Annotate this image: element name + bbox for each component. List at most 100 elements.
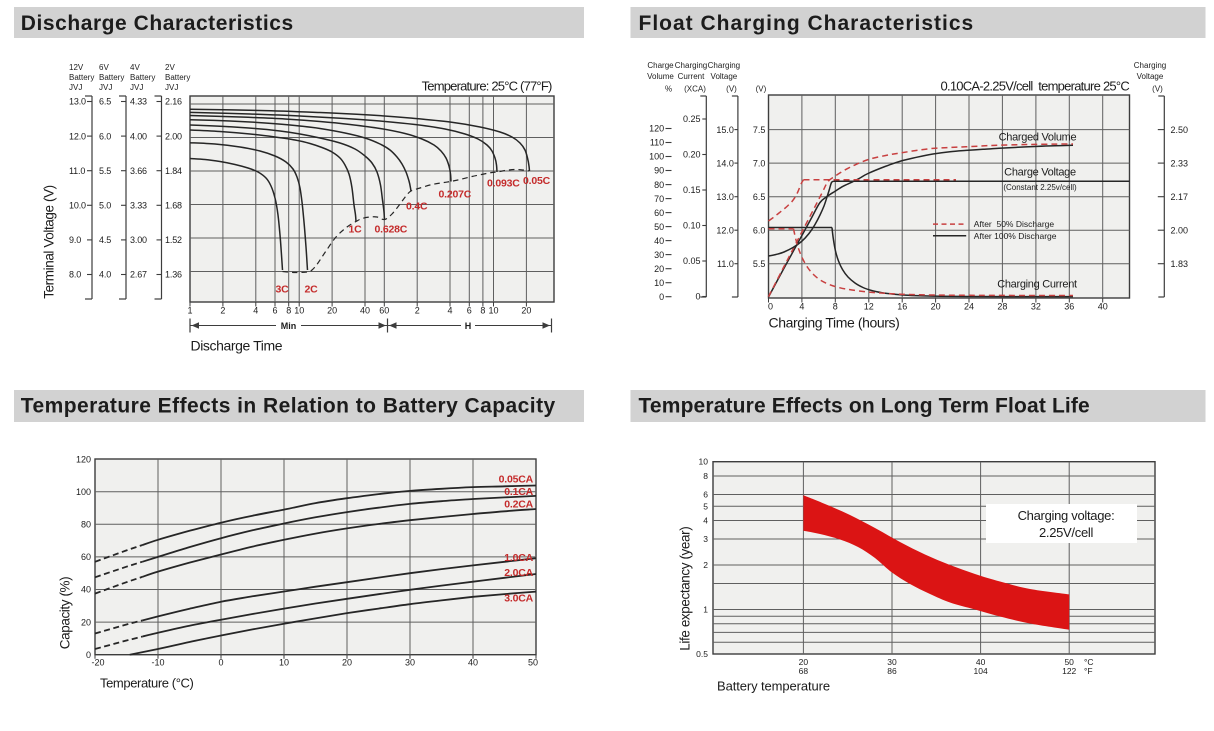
svg-text:6.0: 6.0 bbox=[753, 225, 766, 235]
svg-text:0: 0 bbox=[659, 292, 664, 302]
svg-text:1.68: 1.68 bbox=[165, 201, 182, 211]
svg-text:0: 0 bbox=[86, 650, 91, 660]
svg-text:2.33: 2.33 bbox=[1171, 158, 1189, 168]
svg-text:60: 60 bbox=[654, 208, 664, 218]
svg-text:0.4C: 0.4C bbox=[406, 201, 428, 213]
svg-text:60: 60 bbox=[379, 306, 389, 316]
svg-text:5.5: 5.5 bbox=[753, 259, 766, 269]
svg-text:1.0CA: 1.0CA bbox=[504, 552, 533, 564]
svg-text:Battery: Battery bbox=[130, 73, 155, 82]
svg-text:100: 100 bbox=[649, 152, 664, 162]
svg-text:Charging: Charging bbox=[1134, 61, 1166, 70]
svg-text:15.0: 15.0 bbox=[716, 125, 734, 135]
svg-text:8: 8 bbox=[480, 306, 485, 316]
svg-text:4: 4 bbox=[253, 306, 258, 316]
svg-text:After 100% Discharge: After 100% Discharge bbox=[974, 231, 1057, 241]
svg-text:3.0CA: 3.0CA bbox=[504, 592, 533, 604]
svg-text:2C: 2C bbox=[305, 284, 319, 296]
svg-text:0.25: 0.25 bbox=[683, 114, 701, 124]
svg-text:9.0: 9.0 bbox=[69, 235, 81, 245]
svg-text:40: 40 bbox=[976, 657, 986, 667]
svg-text:30: 30 bbox=[887, 657, 897, 667]
svg-text:8: 8 bbox=[833, 302, 838, 312]
svg-text:6.5: 6.5 bbox=[99, 97, 111, 107]
svg-text:0.20: 0.20 bbox=[683, 150, 701, 160]
svg-text:Charging Time (hours): Charging Time (hours) bbox=[769, 315, 900, 331]
svg-text:60: 60 bbox=[81, 552, 91, 562]
svg-text:24: 24 bbox=[964, 302, 974, 312]
svg-text:0.1CA: 0.1CA bbox=[504, 486, 533, 498]
svg-text:Voltage: Voltage bbox=[711, 72, 738, 81]
svg-text:40: 40 bbox=[81, 585, 91, 595]
svg-text:4.00: 4.00 bbox=[130, 131, 147, 141]
svg-text:10: 10 bbox=[294, 306, 304, 316]
svg-text:-20: -20 bbox=[91, 658, 104, 668]
svg-text:8.0: 8.0 bbox=[69, 270, 81, 280]
svg-text:Capacity (%): Capacity (%) bbox=[58, 577, 73, 649]
svg-text:80: 80 bbox=[654, 180, 664, 190]
svg-text:0.2CA: 0.2CA bbox=[504, 499, 533, 511]
svg-text:12V: 12V bbox=[69, 63, 84, 72]
svg-text:2.50: 2.50 bbox=[1171, 125, 1189, 135]
svg-text:10: 10 bbox=[279, 658, 289, 668]
svg-text:JVJ: JVJ bbox=[165, 83, 178, 92]
svg-text:4: 4 bbox=[703, 516, 708, 526]
svg-text:10: 10 bbox=[654, 278, 664, 288]
svg-text:Min: Min bbox=[281, 321, 297, 331]
svg-text:Voltage: Voltage bbox=[1137, 72, 1164, 81]
svg-text:32: 32 bbox=[1031, 302, 1041, 312]
svg-text:Charge Voltage: Charge Voltage bbox=[1004, 167, 1076, 179]
svg-text:0.5: 0.5 bbox=[696, 649, 708, 659]
svg-text:5.5: 5.5 bbox=[99, 166, 111, 176]
svg-text:Temperature Effects in Relatio: Temperature Effects in Relation to Batte… bbox=[21, 395, 556, 418]
svg-text:70: 70 bbox=[654, 194, 664, 204]
svg-text:Temperature (°C): Temperature (°C) bbox=[100, 676, 194, 691]
svg-text:50: 50 bbox=[1064, 657, 1074, 667]
svg-text:JVJ: JVJ bbox=[69, 83, 82, 92]
svg-text:2.0CA: 2.0CA bbox=[504, 567, 533, 579]
svg-text:Temperature Effects on Long Te: Temperature Effects on Long Term Float L… bbox=[639, 395, 1090, 418]
svg-text:0.05C: 0.05C bbox=[523, 175, 551, 187]
svg-text:-10: -10 bbox=[151, 658, 164, 668]
svg-text:2V: 2V bbox=[165, 63, 175, 72]
svg-text:13.0: 13.0 bbox=[69, 97, 86, 107]
svg-text:Charge: Charge bbox=[647, 61, 674, 70]
svg-text:3.66: 3.66 bbox=[130, 166, 147, 176]
svg-text:1.52: 1.52 bbox=[165, 235, 182, 245]
svg-text:122: 122 bbox=[1062, 666, 1076, 676]
svg-text:0.093C: 0.093C bbox=[487, 178, 520, 190]
svg-text:0.10CA-2.25V/cell temperature: 0.10CA-2.25V/cell temperature 25°C bbox=[940, 79, 1129, 94]
svg-text:4: 4 bbox=[447, 306, 452, 316]
svg-text:2.00: 2.00 bbox=[1171, 225, 1189, 235]
svg-text:Discharge Characteristics: Discharge Characteristics bbox=[21, 12, 294, 35]
svg-text:20: 20 bbox=[521, 306, 531, 316]
svg-text:20: 20 bbox=[931, 302, 941, 312]
svg-text:0: 0 bbox=[695, 292, 700, 302]
svg-text:2.17: 2.17 bbox=[1171, 192, 1189, 202]
svg-text:11.0: 11.0 bbox=[69, 166, 85, 176]
svg-text:Charging: Charging bbox=[675, 61, 707, 70]
svg-text:3: 3 bbox=[703, 534, 708, 544]
svg-text:2.67: 2.67 bbox=[130, 270, 147, 280]
svg-text:0.207C: 0.207C bbox=[439, 189, 472, 201]
svg-text:After 50% Discharge: After 50% Discharge bbox=[974, 219, 1055, 229]
svg-text:10.0: 10.0 bbox=[69, 201, 86, 211]
svg-text:90: 90 bbox=[654, 166, 664, 176]
svg-text:6: 6 bbox=[703, 490, 708, 500]
svg-text:6: 6 bbox=[272, 306, 277, 316]
svg-text:28: 28 bbox=[997, 302, 1007, 312]
svg-text:Volume: Volume bbox=[647, 72, 674, 81]
svg-text:1.36: 1.36 bbox=[165, 270, 182, 280]
svg-text:40: 40 bbox=[360, 306, 370, 316]
svg-text:0.05CA: 0.05CA bbox=[499, 473, 534, 485]
svg-text:4.0: 4.0 bbox=[99, 270, 111, 280]
svg-text:104: 104 bbox=[974, 666, 988, 676]
svg-text:20: 20 bbox=[654, 264, 664, 274]
svg-text:Life expectancy (year): Life expectancy (year) bbox=[678, 527, 693, 651]
svg-text:10: 10 bbox=[488, 306, 498, 316]
svg-text:68: 68 bbox=[799, 666, 809, 676]
svg-text:20: 20 bbox=[799, 657, 809, 667]
svg-text:86: 86 bbox=[887, 666, 897, 676]
svg-text:50: 50 bbox=[528, 658, 538, 668]
svg-text:14.0: 14.0 bbox=[716, 158, 734, 168]
